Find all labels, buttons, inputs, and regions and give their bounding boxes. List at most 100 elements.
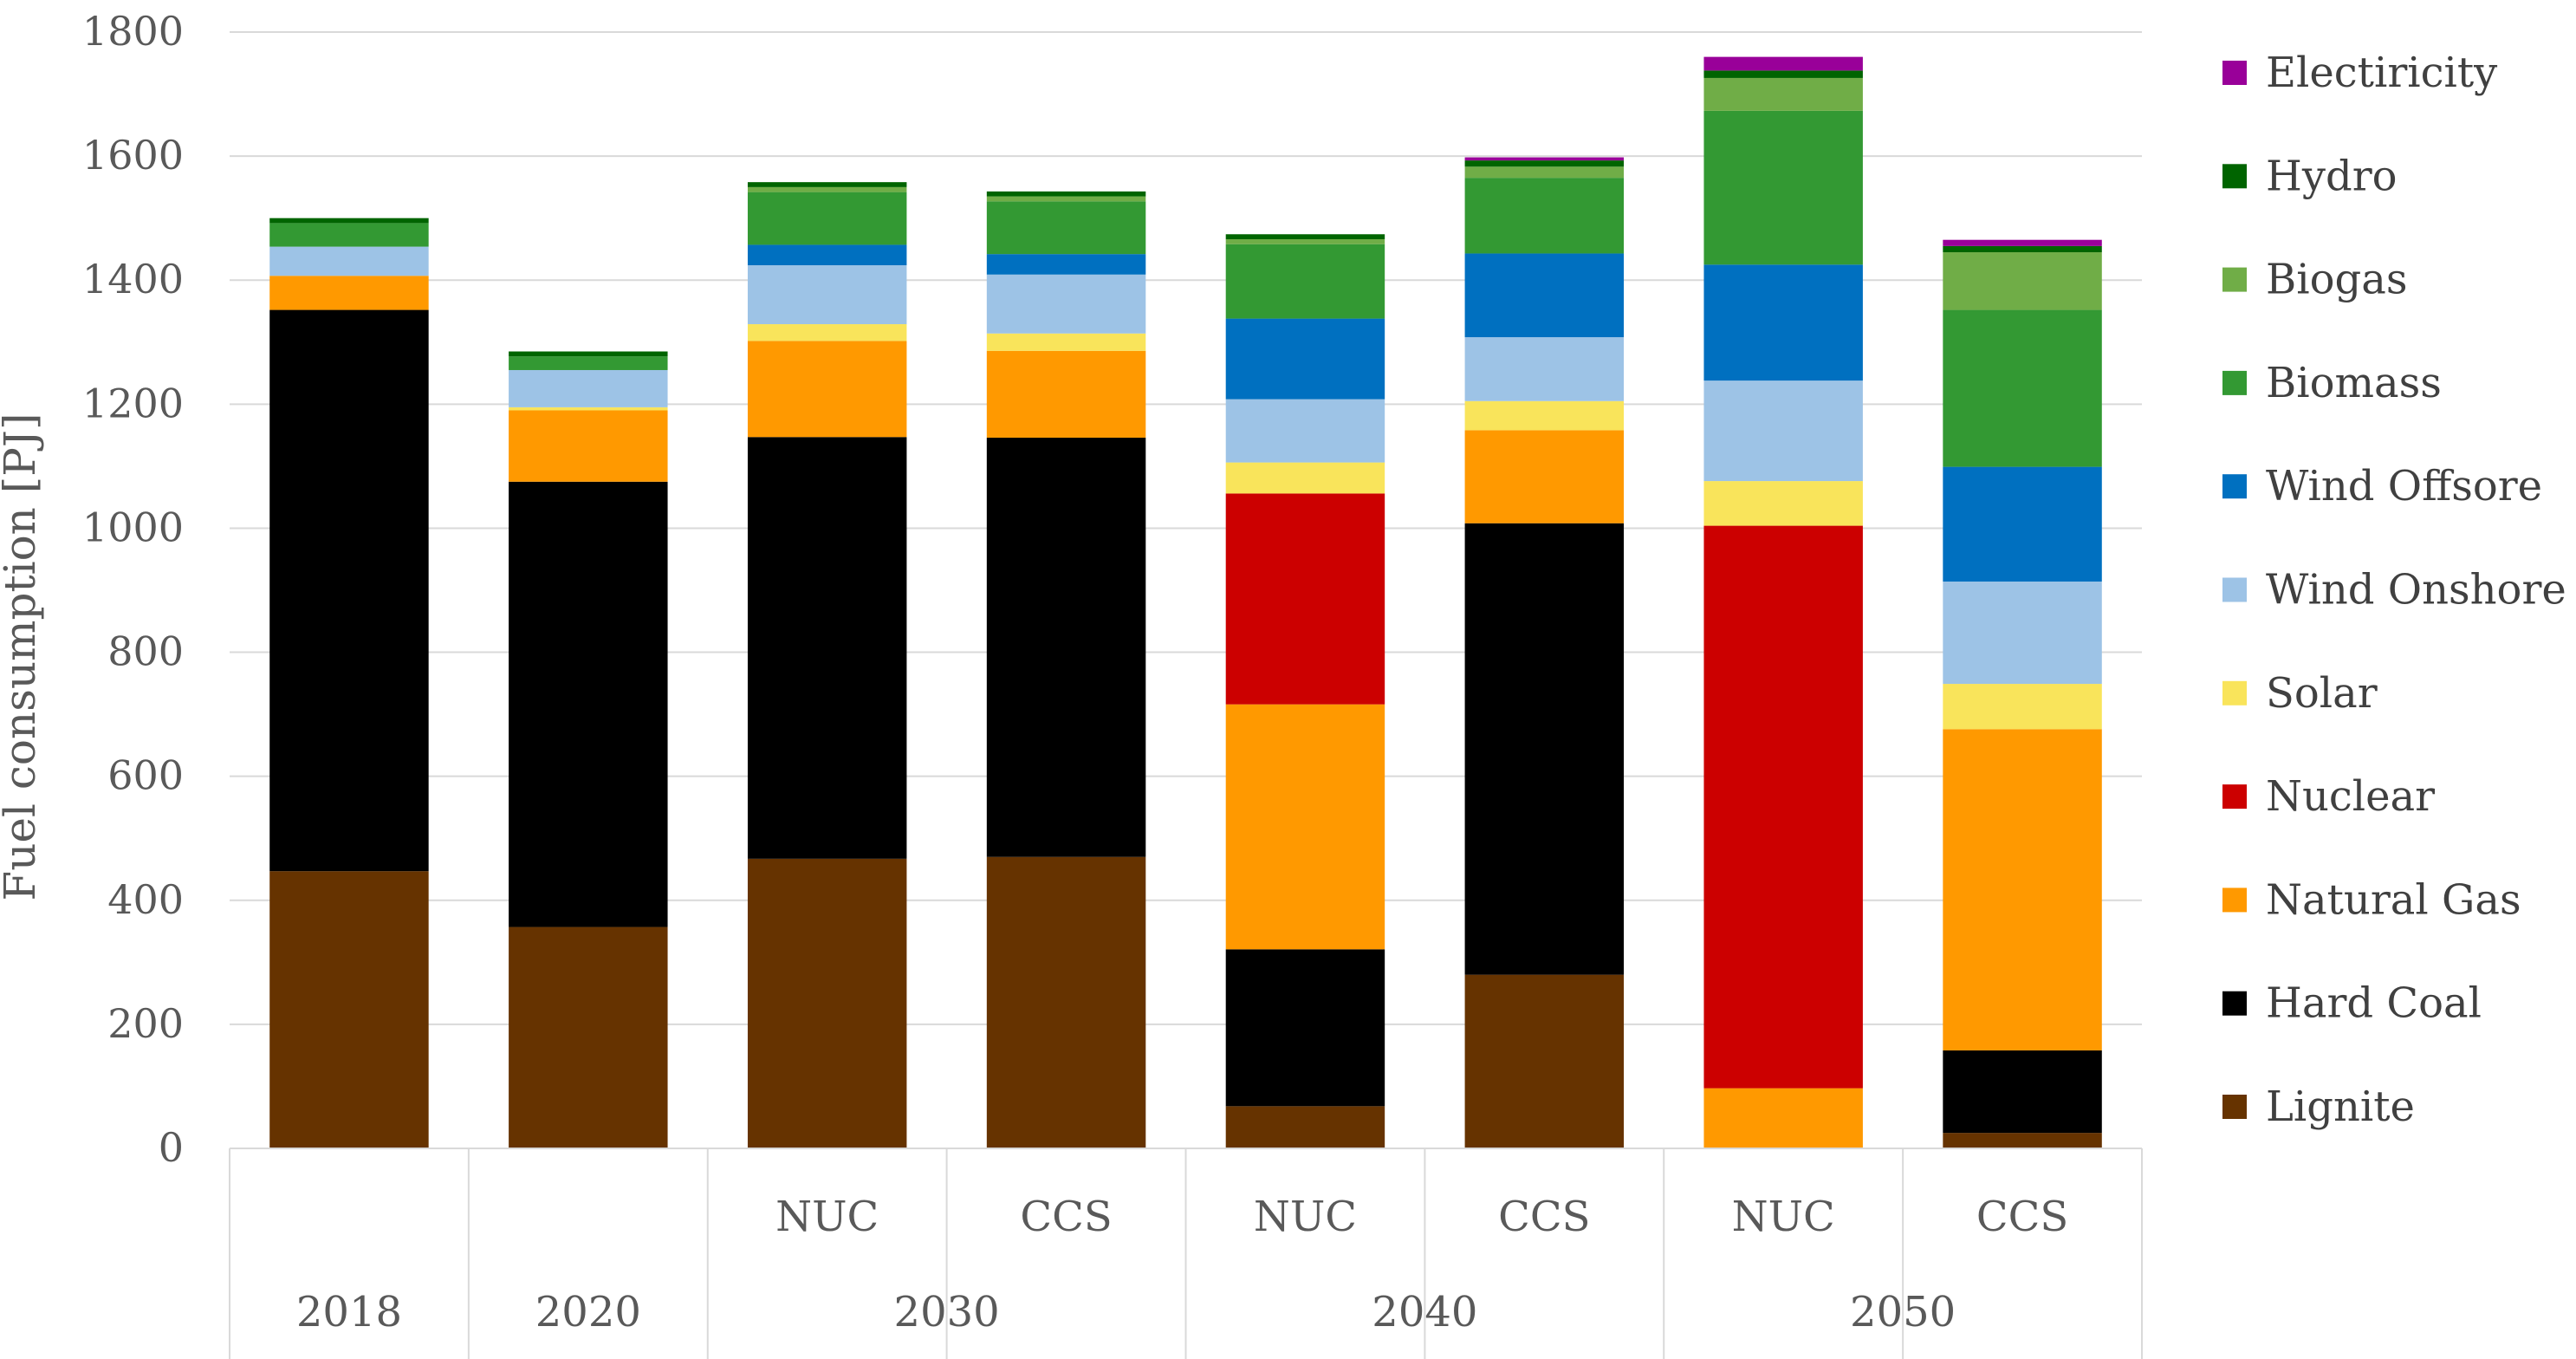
y-tick-label-1200: 1200 [82, 380, 184, 426]
y-axis-title: Fuel consumption [PJ] [0, 413, 45, 901]
bar-wind-offsore-2040-nuc [1225, 318, 1385, 400]
legend-label-hydro: Hydro [2266, 152, 2398, 200]
bar-natural-gas-2030-ccs [986, 350, 1146, 438]
bar-wind-onshore-2040-nuc [1225, 399, 1385, 463]
y-tick-label-1600: 1600 [82, 132, 184, 179]
bar-biomass-2030-ccs [986, 201, 1146, 255]
legend-swatch-hydro [2222, 164, 2247, 189]
bar-solar-2050-nuc [1703, 481, 1863, 526]
bar-wind-onshore-2030-nuc [747, 265, 907, 325]
bar-natural-gas-2020 [509, 410, 668, 482]
bar-biomass-2040-ccs [1464, 178, 1625, 254]
bar-hydro-2018 [269, 218, 429, 224]
bar-electiricity-2050-nuc [1703, 56, 1863, 71]
bar-wind-offsore-2030-nuc [747, 244, 907, 266]
bar-solar-2040-nuc [1225, 462, 1385, 494]
x-sub-label-2030-nuc: NUC [775, 1193, 879, 1241]
legend-swatch-wind-onshore [2222, 577, 2247, 602]
y-tick-label-1800: 1800 [82, 8, 184, 55]
legend-label-hard-coal: Hard Coal [2266, 979, 2482, 1028]
bar-hard-coal-2040-nuc [1225, 949, 1385, 1107]
bar-hard-coal-2030-ccs [986, 437, 1146, 857]
x-group-label-2018: 2018 [296, 1288, 402, 1336]
legend-swatch-lignite [2222, 1095, 2247, 1119]
bar-wind-onshore-2050-nuc [1703, 380, 1863, 482]
bar-natural-gas-2040-nuc [1225, 704, 1385, 950]
legend-label-wind-onshore: Wind Onshore [2266, 566, 2566, 614]
legend-label-lignite: Lignite [2266, 1083, 2415, 1131]
bar-wind-onshore-2050-ccs [1943, 581, 2102, 685]
bar-biomass-2050-nuc [1703, 110, 1863, 265]
bar-lignite-2018 [269, 871, 429, 1148]
x-group-label-2050: 2050 [1850, 1288, 1956, 1336]
bar-nuclear-2050-nuc [1703, 525, 1863, 1089]
x-group-label-2020: 2020 [535, 1288, 641, 1336]
x-group-label-2030: 2030 [894, 1288, 1000, 1336]
bars [269, 56, 2102, 1148]
bar-wind-offsore-2030-ccs [986, 254, 1146, 275]
bar-solar-2020 [509, 406, 668, 411]
bar-lignite-2030-ccs [986, 856, 1146, 1148]
bar-wind-offsore-2050-nuc [1703, 264, 1863, 381]
legend-label-nuclear: Nuclear [2266, 772, 2435, 821]
bar-biogas-2040-ccs [1464, 166, 1625, 179]
bar-solar-2030-nuc [747, 324, 907, 341]
legend-swatch-nuclear [2222, 784, 2247, 810]
x-sub-label-2040-nuc: NUC [1254, 1193, 1357, 1241]
bar-lignite-2020 [509, 927, 668, 1148]
bar-natural-gas-2018 [269, 276, 429, 310]
bar-hydro-2020 [509, 351, 668, 357]
x-group-label-2040: 2040 [1372, 1288, 1477, 1336]
bar-hard-coal-2050-ccs [1943, 1050, 2102, 1134]
bar-biogas-2050-ccs [1943, 252, 2102, 310]
bar-wind-onshore-2030-ccs [986, 274, 1146, 334]
bar-hard-coal-2020 [509, 481, 668, 927]
x-sub-label-2030-ccs: CCS [1020, 1193, 1112, 1241]
bar-biomass-2018 [269, 223, 429, 247]
y-tick-label-1000: 1000 [82, 504, 184, 550]
x-sub-label-2050-nuc: NUC [1732, 1193, 1835, 1241]
x-category-labels: NUC CCS NUC CCS NUC CCS 2018 2020 2030 2040 2050 [296, 1193, 2068, 1336]
bar-biomass-2050-ccs [1943, 309, 2102, 467]
legend-label-natural-gas: Natural Gas [2266, 875, 2521, 924]
bar-biomass-2020 [509, 356, 668, 370]
legend-swatch-hard-coal [2222, 991, 2247, 1016]
bar-lignite-2030-nuc [747, 858, 907, 1148]
legend-swatch-biomass [2222, 370, 2247, 395]
bar-hydro-2030-nuc [747, 182, 907, 187]
bar-wind-offsore-2040-ccs [1464, 253, 1625, 338]
bar-biogas-2030-nuc [747, 186, 907, 192]
bar-solar-2030-ccs [986, 333, 1146, 351]
legend-label-electiricity: Electiricity [2266, 49, 2497, 97]
legend-swatch-wind-offsore [2222, 474, 2247, 499]
bar-natural-gas-2050-nuc [1703, 1088, 1863, 1148]
bar-wind-onshore-2020 [509, 369, 668, 407]
bar-biogas-2040-nuc [1225, 238, 1385, 244]
bar-biomass-2030-nuc [747, 192, 907, 245]
bar-electiricity-2040-ccs [1464, 157, 1625, 161]
bar-biogas-2030-ccs [986, 196, 1146, 202]
bar-hard-coal-2030-nuc [747, 437, 907, 859]
legend-label-biogas: Biogas [2266, 256, 2408, 304]
x-sub-label-2050-ccs: CCS [1976, 1193, 2068, 1241]
bar-lignite-2050-ccs [1943, 1133, 2102, 1148]
bar-hydro-2050-ccs [1943, 245, 2102, 253]
bar-wind-onshore-2018 [269, 246, 429, 276]
bar-hydro-2050-nuc [1703, 70, 1863, 78]
x-sub-label-2040-ccs: CCS [1498, 1193, 1590, 1241]
legend-label-biomass: Biomass [2266, 359, 2442, 407]
legend-label-wind-offsore: Wind Offsore [2266, 462, 2542, 510]
bar-solar-2040-ccs [1464, 400, 1625, 431]
y-tick-labels: 0 200 400 600 800 1000 1200 1400 1600 1800 [82, 8, 184, 1171]
y-tick-label-1400: 1400 [82, 256, 184, 302]
bar-hard-coal-2040-ccs [1464, 523, 1625, 975]
bar-biomass-2040-nuc [1225, 244, 1385, 319]
bar-biogas-2050-nuc [1703, 77, 1863, 111]
y-tick-label-200: 200 [107, 1000, 184, 1047]
legend: Electiricity Hydro Biogas Biomass Wind Offso… [2222, 49, 2566, 1131]
y-tick-label-800: 800 [107, 628, 184, 675]
bar-lignite-2040-ccs [1464, 974, 1625, 1148]
bar-hydro-2040-nuc [1225, 234, 1385, 239]
bar-hydro-2040-ccs [1464, 160, 1625, 167]
